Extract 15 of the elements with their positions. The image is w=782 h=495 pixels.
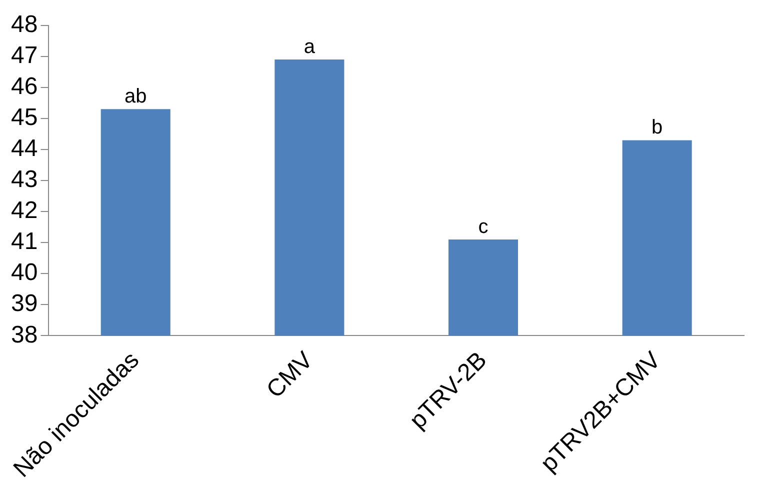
y-tick-label: 41	[10, 228, 38, 256]
annotation: c	[478, 216, 488, 238]
y-tick-label: 38	[10, 321, 38, 348]
annotation: a	[304, 36, 316, 58]
annotation: b	[652, 116, 663, 139]
y-tick-label: 44	[10, 135, 38, 162]
y-tick-label: 47	[10, 42, 38, 70]
annotation: ab	[124, 86, 147, 108]
y-tick-label: 46	[10, 73, 38, 100]
y-tick-label: 43	[10, 166, 38, 194]
y-tick-label: 45	[10, 104, 38, 132]
y-tick-label: 39	[10, 290, 38, 318]
y-tick-label: 48	[10, 11, 38, 38]
y-tick-label: 42	[10, 197, 38, 224]
y-tick-label: 40	[10, 259, 38, 286]
